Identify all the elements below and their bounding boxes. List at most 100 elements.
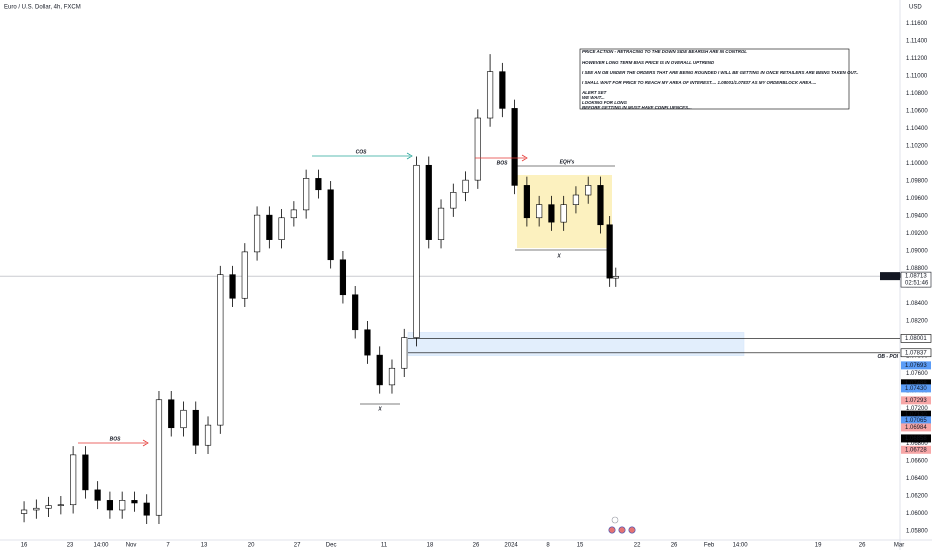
candle-body	[474, 117, 481, 181]
price-label-box	[901, 379, 931, 388]
candle-body	[217, 274, 224, 426]
x-tick-label: 26	[473, 543, 480, 549]
countdown: 02:51:46	[905, 281, 929, 287]
y-tick-label: 1.11000	[906, 74, 928, 80]
y-tick-label: 1.06000	[906, 511, 928, 517]
annotation: OB - POI	[877, 354, 898, 360]
annotation: X	[377, 406, 382, 412]
candle-body	[339, 259, 347, 296]
x-tick-label: 19	[815, 543, 822, 549]
candle-body	[204, 424, 212, 446]
candle-body	[315, 178, 322, 191]
candle-body	[327, 189, 334, 261]
y-tick-label: 1.07600	[906, 371, 928, 377]
candle-body	[612, 276, 619, 279]
x-tick-label: 20	[248, 543, 255, 549]
y-tick-label: 1.09600	[906, 196, 928, 202]
x-tick-label: 15	[577, 543, 584, 549]
y-tick-label: 1.07200	[906, 406, 928, 412]
y-tick-label: 1.05800	[906, 529, 928, 535]
y-tick-label: 1.10600	[906, 109, 928, 115]
candle-body	[560, 204, 567, 223]
candle-body	[70, 454, 77, 506]
note-box	[579, 48, 850, 110]
y-tick-label: 1.10800	[906, 91, 928, 97]
y-tick-label: 1.10000	[906, 161, 928, 167]
candle-body	[119, 500, 126, 511]
annotation: BOS	[110, 436, 122, 442]
event-icon	[608, 526, 616, 534]
note-line: I SEE AN OB UNDER THE ORDERS THAT ARE BE…	[582, 70, 858, 75]
candle-body	[536, 204, 543, 219]
symbol-label: EURUSD	[882, 273, 904, 279]
candle-body	[364, 329, 371, 356]
price-label: 1.07837	[905, 350, 927, 356]
price-label: 1.08001	[905, 336, 927, 342]
candle-body	[511, 108, 518, 186]
price-label: 1.07293	[905, 398, 927, 404]
price-label: 1.06984	[905, 425, 927, 431]
candle-body	[437, 207, 445, 240]
x-tick-label: 27	[294, 543, 301, 549]
y-tick-label: 1.11600	[906, 21, 928, 27]
candle-body	[462, 179, 469, 193]
x-tick-label: 11	[381, 543, 388, 549]
event-icon	[628, 526, 636, 534]
note-line: PRICE ACTION - RETRACING TO THE DOWN SID…	[582, 49, 747, 54]
note-line: HOWEVER LONG TERM BIAS PRICE IS IN OVERA…	[582, 60, 715, 65]
x-tick-label: 7	[166, 543, 170, 549]
x-tick-label: Nov	[126, 543, 137, 549]
candle-body	[180, 409, 187, 429]
y-tick-label: 1.09200	[906, 231, 928, 237]
candle-body	[523, 185, 530, 219]
bos-arrow	[142, 439, 149, 447]
candle-body	[376, 354, 383, 386]
price-label-box	[901, 445, 931, 454]
currency: USD	[909, 5, 922, 11]
candle-body	[303, 178, 310, 211]
price-label-box	[901, 361, 931, 370]
candle-body	[241, 251, 248, 299]
candle-body	[82, 454, 89, 491]
y-tick-label: 1.11200	[906, 56, 928, 62]
candle-body	[425, 164, 432, 240]
price-label: 1.07130	[905, 412, 927, 418]
candle-body	[585, 185, 592, 196]
event-icon	[618, 526, 626, 534]
candle-body	[290, 209, 297, 219]
x-tick-label: 8	[546, 543, 550, 549]
candle-body	[413, 164, 420, 338]
candle-body	[401, 337, 408, 369]
x-tick-label: 2024	[504, 543, 518, 549]
x-tick-label: Mar	[894, 543, 904, 549]
y-tick-label: 1.09000	[906, 249, 928, 255]
candle-body	[499, 71, 506, 109]
note-line: LOOKING FOR LONG	[582, 100, 627, 105]
price-label: 1.07693	[905, 363, 927, 369]
price-label: 1.07430	[905, 386, 927, 392]
note-line: BEFORE GETTING IN MUST HAVE CONFLUENCES.…	[582, 105, 692, 110]
bos-arrow	[521, 154, 528, 162]
y-tick-label: 1.09800	[906, 179, 928, 185]
orderblock-zone	[407, 332, 745, 357]
candle-body	[57, 504, 64, 506]
current-price-box	[900, 271, 932, 288]
candle-body	[572, 194, 580, 205]
candle-body	[192, 409, 199, 446]
y-tick-label: 1.06200	[906, 494, 928, 500]
y-tick-label: 1.09400	[906, 214, 928, 220]
price-label-box	[901, 423, 931, 432]
x-tick-label: 26	[859, 543, 866, 549]
x-tick-label: 26	[671, 543, 678, 549]
candle-body	[106, 500, 114, 511]
price-label: 1.07488	[905, 381, 927, 387]
x-tick-label: Feb	[704, 543, 715, 549]
price-label: 1.06728	[905, 447, 927, 453]
price-label-box	[901, 416, 931, 425]
candle-body	[168, 399, 175, 429]
price-label-box	[901, 410, 931, 419]
x-tick-label: 16	[21, 543, 28, 549]
candle-body	[155, 399, 163, 516]
candle-body	[94, 489, 101, 501]
